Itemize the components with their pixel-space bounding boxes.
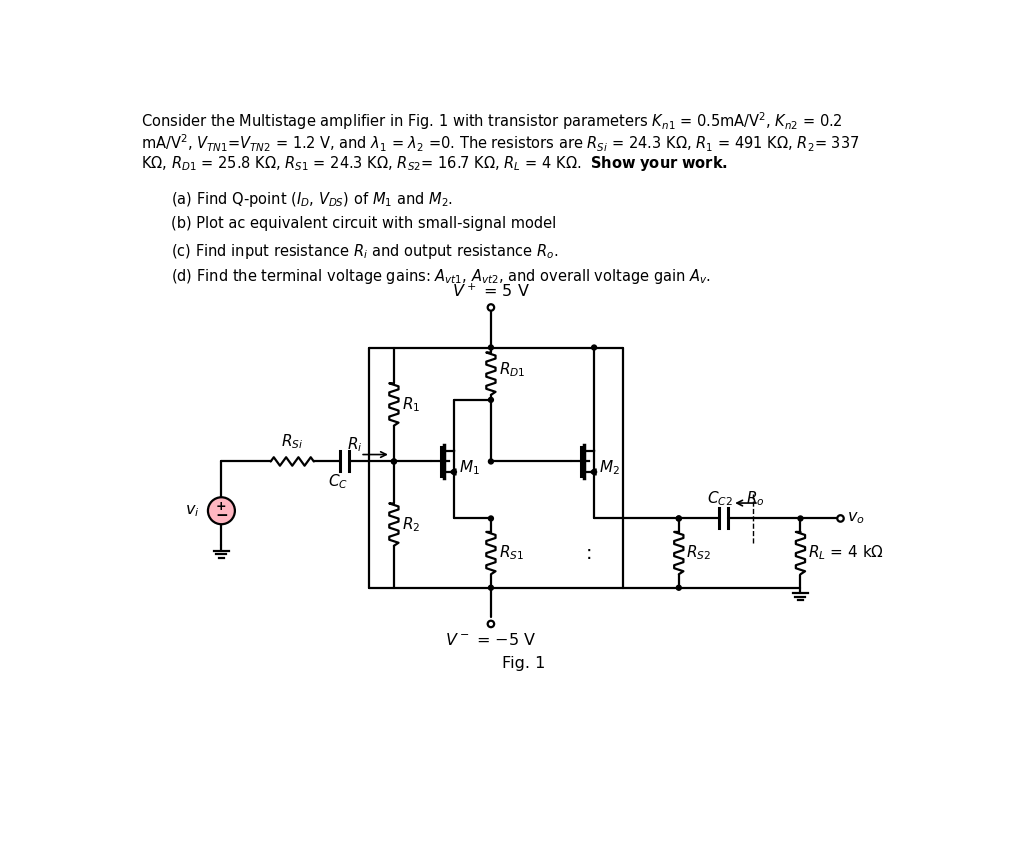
Text: $R_o$: $R_o$: [745, 490, 764, 509]
Text: $R_{S2}$: $R_{S2}$: [686, 543, 712, 562]
Text: Consider the Multistage amplifier in Fig. 1 with transistor parameters $K_{n1}$ : Consider the Multistage amplifier in Fig…: [140, 110, 842, 132]
Circle shape: [592, 345, 597, 350]
Text: $R_2$: $R_2$: [401, 515, 420, 534]
Text: $R_i$: $R_i$: [347, 435, 362, 453]
Text: :: :: [586, 543, 592, 563]
Circle shape: [452, 469, 457, 475]
Circle shape: [798, 516, 803, 521]
Text: $M_1$: $M_1$: [459, 458, 479, 477]
Text: mA/V$^2$, $V_{TN1}$=$V_{TN2}$ = 1.2 V, and $\lambda_1$ = $\lambda_2$ =0. The res: mA/V$^2$, $V_{TN1}$=$V_{TN2}$ = 1.2 V, a…: [140, 132, 859, 154]
Circle shape: [488, 459, 494, 464]
Circle shape: [488, 516, 494, 521]
Text: Fig. 1: Fig. 1: [502, 655, 545, 671]
Circle shape: [391, 459, 396, 464]
Circle shape: [676, 585, 681, 590]
Circle shape: [488, 345, 494, 350]
Text: +: +: [216, 500, 226, 513]
Text: $V^+$ = 5 V: $V^+$ = 5 V: [452, 283, 529, 300]
Text: $M_2$: $M_2$: [599, 458, 620, 477]
Text: (a) Find Q-point ($I_D$, $V_{DS}$) of $M_1$ and $M_2$.: (a) Find Q-point ($I_D$, $V_{DS}$) of $M…: [171, 190, 453, 209]
Text: K$\Omega$, $R_{D1}$ = 25.8 K$\Omega$, $R_{S1}$ = 24.3 K$\Omega$, $R_{S2}$= 16.7 : K$\Omega$, $R_{D1}$ = 25.8 K$\Omega$, $R…: [140, 155, 728, 173]
Text: $R_1$: $R_1$: [401, 395, 420, 413]
Text: $v_o$: $v_o$: [848, 510, 865, 526]
Text: $C_C$: $C_C$: [329, 472, 348, 491]
Circle shape: [592, 469, 597, 475]
Text: −: −: [215, 508, 227, 523]
Circle shape: [488, 585, 494, 590]
Circle shape: [488, 397, 494, 402]
Text: $v_i$: $v_i$: [185, 503, 200, 519]
Text: (b) Plot ac equivalent circuit with small-signal model: (b) Plot ac equivalent circuit with smal…: [171, 216, 556, 231]
Circle shape: [391, 459, 396, 464]
Text: (d) Find the terminal voltage gains: $A_{vt1}$, $A_{vt2}$, and overall voltage g: (d) Find the terminal voltage gains: $A_…: [171, 267, 711, 286]
Text: (c) Find input resistance $R_i$ and output resistance $R_o$.: (c) Find input resistance $R_i$ and outp…: [171, 242, 558, 261]
Circle shape: [676, 516, 681, 521]
Circle shape: [676, 516, 681, 521]
Circle shape: [208, 498, 234, 524]
Text: $R_{Si}$: $R_{Si}$: [282, 433, 303, 452]
Text: $C_{C2}$: $C_{C2}$: [707, 490, 732, 509]
Text: $R_{S1}$: $R_{S1}$: [499, 543, 523, 562]
Text: $V^-$ = $-$5 V: $V^-$ = $-$5 V: [445, 632, 537, 648]
Text: $R_{D1}$: $R_{D1}$: [499, 361, 525, 380]
Text: $R_L$ = 4 k$\Omega$: $R_L$ = 4 k$\Omega$: [808, 543, 884, 562]
